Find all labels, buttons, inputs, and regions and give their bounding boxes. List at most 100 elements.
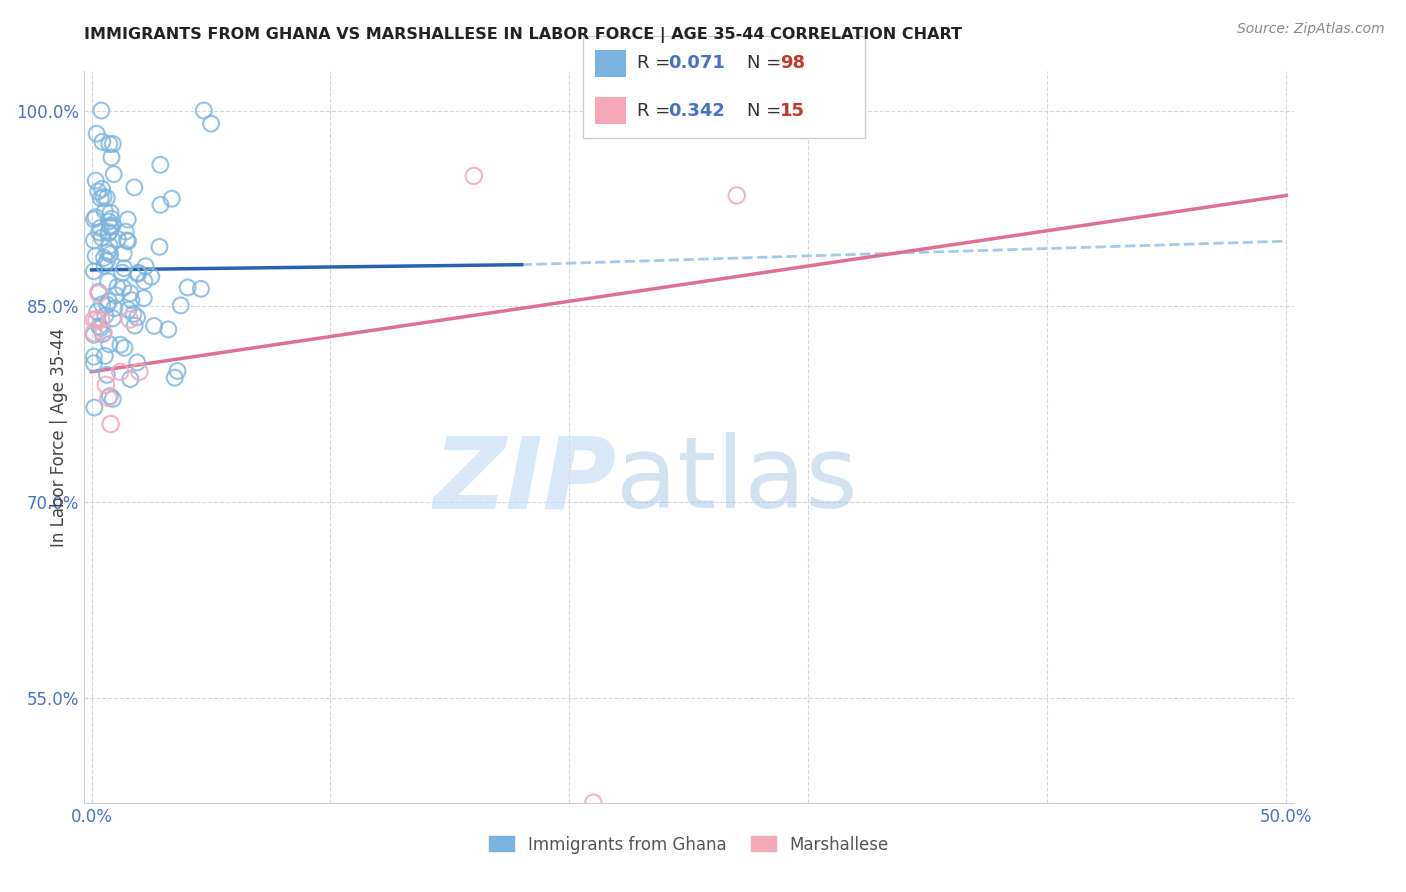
- Point: [200, 117, 222, 131]
- Point: [100, 211, 122, 226]
- Point: [84, 249, 107, 263]
- Point: [93, 259, 115, 273]
- Point: [98, 238, 121, 252]
- Point: [91, 326, 114, 341]
- Point: [96, 245, 118, 260]
- Point: [90, 321, 112, 335]
- Point: [94, 309, 117, 323]
- Legend: Immigrants from Ghana, Marshallese: Immigrants from Ghana, Marshallese: [482, 829, 896, 860]
- Point: [132, 291, 155, 305]
- Point: [83, 350, 105, 364]
- Point: [166, 364, 188, 378]
- Point: [90, 230, 112, 244]
- Point: [135, 259, 157, 273]
- Point: [83, 264, 105, 278]
- Text: 15: 15: [780, 102, 806, 120]
- Point: [149, 158, 172, 172]
- Point: [112, 246, 135, 260]
- Point: [163, 370, 186, 384]
- Point: [86, 304, 108, 318]
- Point: [160, 192, 183, 206]
- Point: [120, 293, 142, 308]
- Point: [157, 322, 180, 336]
- Point: [93, 251, 115, 265]
- Point: [100, 219, 122, 234]
- Text: 0.342: 0.342: [668, 102, 724, 120]
- Point: [91, 297, 114, 311]
- Text: R =: R =: [637, 102, 676, 120]
- Text: N =: N =: [747, 54, 786, 72]
- Point: [96, 254, 118, 268]
- Point: [97, 274, 120, 288]
- Text: IMMIGRANTS FROM GHANA VS MARSHALLESE IN LABOR FORCE | AGE 35-44 CORRELATION CHAR: IMMIGRANTS FROM GHANA VS MARSHALLESE IN …: [84, 27, 962, 43]
- Point: [108, 365, 131, 379]
- Point: [83, 212, 105, 227]
- Text: 98: 98: [780, 54, 806, 72]
- Point: [101, 219, 124, 233]
- Point: [83, 327, 105, 342]
- Point: [148, 240, 170, 254]
- Point: [101, 392, 124, 406]
- Point: [94, 349, 117, 363]
- Point: [83, 401, 105, 415]
- Text: atlas: atlas: [616, 433, 858, 530]
- Point: [84, 173, 107, 187]
- Text: ZIP: ZIP: [433, 433, 616, 530]
- Point: [87, 285, 110, 299]
- Point: [98, 247, 121, 261]
- Point: [107, 232, 129, 246]
- Point: [86, 127, 108, 141]
- Point: [463, 169, 485, 183]
- Point: [193, 103, 215, 118]
- Point: [100, 206, 122, 220]
- Point: [98, 225, 121, 239]
- Point: [101, 311, 124, 326]
- Point: [115, 234, 138, 248]
- Point: [89, 319, 111, 334]
- Point: [97, 294, 120, 309]
- Point: [128, 365, 150, 379]
- Point: [120, 286, 142, 301]
- Point: [143, 318, 166, 333]
- Point: [127, 310, 149, 325]
- Point: [582, 796, 605, 810]
- Point: [91, 182, 114, 196]
- Point: [104, 288, 127, 302]
- Point: [103, 301, 125, 316]
- Point: [83, 312, 105, 326]
- Point: [90, 103, 112, 118]
- Point: [91, 135, 114, 149]
- Point: [114, 341, 136, 355]
- Point: [96, 298, 118, 312]
- Point: [124, 180, 146, 194]
- Point: [105, 280, 128, 294]
- Point: [96, 368, 118, 382]
- Point: [725, 188, 748, 202]
- Point: [90, 191, 112, 205]
- Point: [122, 307, 145, 321]
- Point: [97, 391, 120, 405]
- Point: [170, 298, 193, 312]
- Point: [117, 212, 139, 227]
- Point: [103, 167, 125, 181]
- Point: [101, 136, 124, 151]
- Bar: [595, 50, 626, 77]
- Point: [190, 282, 212, 296]
- Point: [149, 198, 172, 212]
- Point: [117, 302, 139, 317]
- FancyBboxPatch shape: [583, 36, 865, 138]
- Point: [97, 226, 120, 240]
- Point: [89, 220, 111, 235]
- Point: [84, 312, 107, 326]
- Point: [83, 326, 105, 340]
- Point: [100, 150, 122, 164]
- Point: [111, 266, 134, 280]
- Point: [100, 417, 122, 431]
- Point: [98, 219, 121, 234]
- Point: [98, 337, 121, 351]
- Point: [117, 234, 139, 248]
- Point: [124, 318, 146, 333]
- Point: [87, 185, 110, 199]
- Point: [120, 372, 142, 386]
- Point: [94, 204, 117, 219]
